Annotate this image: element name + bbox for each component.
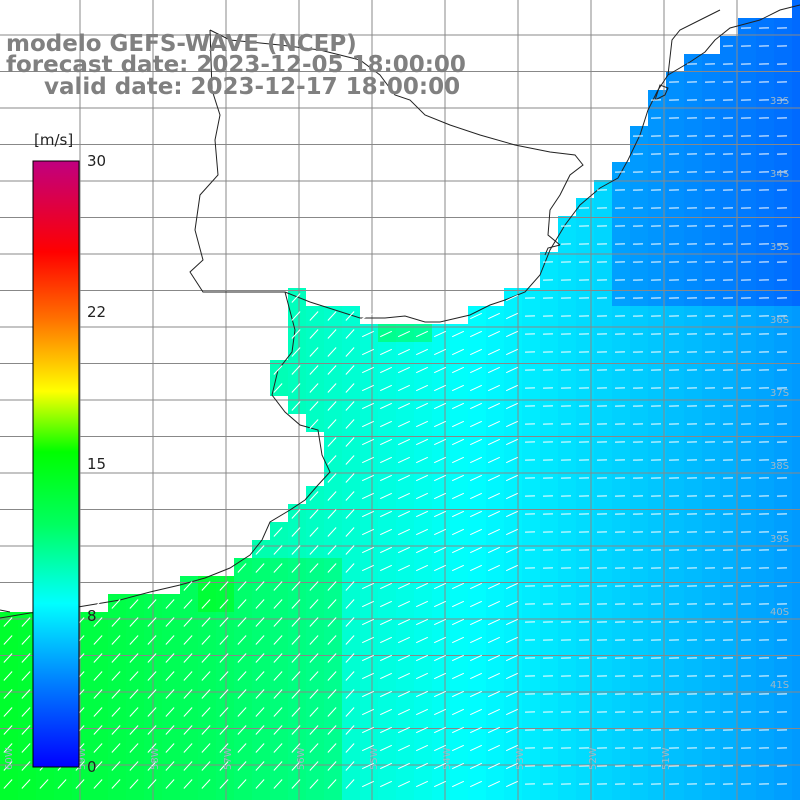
colorbar [32, 160, 80, 768]
lat-label: 34S [770, 169, 789, 180]
colorbar-tick-30: 30 [87, 152, 107, 170]
colorbar-tick-22: 22 [87, 303, 107, 321]
forecast-date: forecast date: 2023-12-05 18:00:00 [6, 52, 466, 78]
lon-label: 53W [515, 747, 526, 770]
colorbar-tick-0: 0 [87, 758, 97, 776]
lon-label: 59W [77, 747, 88, 770]
valid-date: valid date: 2023-12-17 18:00:00 [44, 74, 461, 100]
lat-label: 41S [770, 680, 789, 691]
wind-arrows [3, 27, 787, 789]
colorbar-tick-15: 15 [87, 455, 107, 473]
latitude-labels: 33S 34S 35S 36S 37S 38S 39S 40S 41S [770, 96, 789, 691]
lat-label: 38S [770, 461, 789, 472]
lon-label: 60W [4, 747, 15, 770]
lat-label: 37S [770, 388, 789, 399]
lon-label: 51W [661, 747, 672, 770]
lon-label: 54W [442, 747, 453, 770]
lon-label: 52W [588, 747, 599, 770]
lon-label: 57W [223, 747, 234, 770]
lon-label: 58W [150, 747, 161, 770]
model-title: modelo GEFS-WAVE (NCEP) [6, 31, 357, 57]
lat-label: 39S [770, 534, 789, 545]
lat-label: 33S [770, 96, 789, 107]
longitude-labels: 60W 59W 58W 57W 56W 55W 54W 53W 52W 51W [4, 747, 672, 770]
lat-label: 36S [770, 315, 789, 326]
lat-label: 35S [770, 242, 789, 253]
lat-label: 40S [770, 607, 789, 618]
lon-label: 55W [369, 747, 380, 770]
colorbar-unit: [m/s] [34, 131, 74, 149]
lon-label: 56W [296, 747, 307, 770]
colorbar-tick-8: 8 [87, 607, 97, 625]
